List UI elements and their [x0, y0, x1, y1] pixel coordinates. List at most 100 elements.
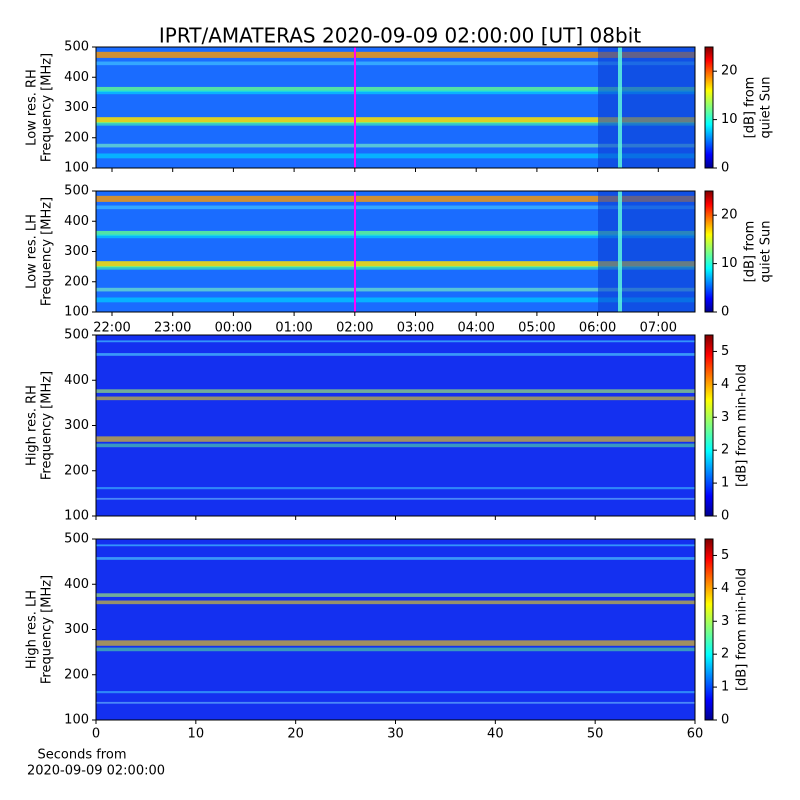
colorbar	[704, 190, 714, 313]
spectrogram-band	[96, 389, 695, 393]
colorbar	[704, 46, 714, 169]
spectrogram-band	[96, 396, 695, 401]
y-tick-label: 200	[64, 130, 89, 145]
colorbar-tick-label: 0	[721, 713, 729, 728]
y-tick-label: 200	[64, 667, 89, 682]
y-tick-label: 400	[64, 70, 89, 85]
colorbar-tick-label: 1	[721, 476, 729, 491]
x-tick-label: 07:00	[640, 321, 677, 336]
spectrogram-band	[96, 691, 695, 694]
spectrogram-burst	[618, 191, 622, 312]
colorbar-label: [dB] from min-hold	[735, 364, 750, 487]
x-tick-label: 00:00	[215, 321, 252, 336]
x-tick-label: 22:00	[93, 321, 130, 336]
x-tick-label: 0	[92, 727, 100, 742]
spectrogram-band	[96, 205, 695, 210]
colorbar-tick-label: 5	[721, 344, 729, 359]
spectrogram-band	[96, 230, 695, 236]
colorbar-label: quiet Sun	[759, 76, 774, 138]
spectrogram-band	[96, 487, 695, 490]
y-tick-label: 300	[64, 244, 89, 259]
colorbar	[704, 334, 714, 517]
y-axis-label: Frequency [MHz]	[40, 575, 55, 684]
spectrogram-band	[96, 443, 695, 448]
x-tick-label: 02:00	[336, 321, 373, 336]
spectrogram-band	[96, 544, 695, 547]
x-tick-label: 20	[287, 727, 304, 742]
spectrogram-band	[96, 153, 695, 159]
spectrogram-band	[96, 261, 695, 268]
colorbar-tick-label: 20	[721, 208, 738, 223]
y-axis-label: Frequency [MHz]	[40, 53, 55, 162]
colorbar-label: [dB] from	[743, 221, 758, 283]
spectrogram-band	[96, 593, 695, 597]
colorbar-tick-label: 10	[721, 112, 738, 127]
x-axis-label: Seconds from	[37, 748, 126, 763]
y-axis-label: Frequency [MHz]	[40, 197, 55, 306]
x-tick-label: 06:00	[579, 321, 616, 336]
colorbar-tick-label: 10	[721, 256, 738, 271]
colorbar-tick-label: 0	[721, 509, 729, 524]
x-tick-label: 04:00	[457, 321, 494, 336]
colorbar-tick-label: 2	[721, 647, 729, 662]
spectrogram-dark	[598, 47, 695, 168]
y-axis-label: Frequency [MHz]	[40, 371, 55, 480]
spectrogram-band	[96, 640, 695, 646]
colorbar-label: quiet Sun	[759, 220, 774, 282]
x-tick-label: 30	[387, 727, 404, 742]
spectrogram-band	[96, 557, 695, 560]
y-axis-label: High res. RH	[25, 385, 40, 466]
spectrogram-image	[96, 191, 695, 312]
x-tick-label: 60	[687, 727, 704, 742]
colorbar-tick-label: 3	[721, 410, 729, 425]
y-tick-label: 100	[64, 161, 89, 176]
spectrogram-band	[96, 234, 695, 239]
x-tick-label: 01:00	[275, 321, 312, 336]
colorbar-tick-label: 2	[721, 443, 729, 458]
colorbar-tick-label: 0	[721, 305, 729, 320]
colorbar-tick-label: 4	[721, 581, 729, 596]
spectrogram-band	[96, 297, 695, 303]
y-tick-label: 400	[64, 577, 89, 592]
y-tick-label: 500	[64, 328, 89, 343]
x-tick-label: 50	[587, 727, 604, 742]
x-axis-label: 2020-09-09 02:00:00	[27, 764, 165, 779]
spectrogram-band	[96, 701, 695, 704]
y-tick-label: 100	[64, 509, 89, 524]
spectrogram-band	[96, 195, 695, 202]
spectrogram-band	[96, 51, 695, 58]
y-tick-label: 200	[64, 463, 89, 478]
spectrogram-band	[96, 61, 695, 66]
x-tick-label: 03:00	[397, 321, 434, 336]
colorbar	[704, 538, 714, 721]
spectrogram-image	[96, 47, 695, 168]
colorbar-tick-label: 3	[721, 614, 729, 629]
x-tick-label: 05:00	[518, 321, 555, 336]
y-tick-label: 500	[64, 184, 89, 199]
spectrogram-band	[96, 353, 695, 356]
spectrogram-band	[96, 86, 695, 92]
colorbar-tick-label: 20	[721, 64, 738, 79]
y-axis-label: High res. LH	[25, 590, 40, 669]
spectrogram-band	[96, 266, 695, 270]
colorbar-tick-label: 1	[721, 680, 729, 695]
y-tick-label: 200	[64, 274, 89, 289]
y-tick-label: 500	[64, 40, 89, 55]
x-tick-label: 10	[188, 727, 205, 742]
chart-title: IPRT/AMATERAS 2020-09-09 02:00:00 [UT] 0…	[159, 24, 641, 48]
spectrogram-burst	[618, 47, 622, 168]
spectrogram-band	[96, 340, 695, 343]
spectrogram-band	[96, 497, 695, 500]
y-tick-label: 400	[64, 214, 89, 229]
y-tick-label: 300	[64, 100, 89, 115]
spectrogram-band	[96, 117, 695, 124]
spectrogram-band	[96, 122, 695, 126]
colorbar-tick-label: 4	[721, 377, 729, 392]
y-tick-label: 300	[64, 622, 89, 637]
y-axis-label: Low res. LH	[25, 214, 40, 289]
spectrogram-band	[96, 287, 695, 292]
spectrogram-dark	[598, 191, 695, 312]
spectrogram-band	[96, 647, 695, 652]
spectrogram-band	[96, 600, 695, 605]
x-tick-label: 40	[487, 727, 504, 742]
